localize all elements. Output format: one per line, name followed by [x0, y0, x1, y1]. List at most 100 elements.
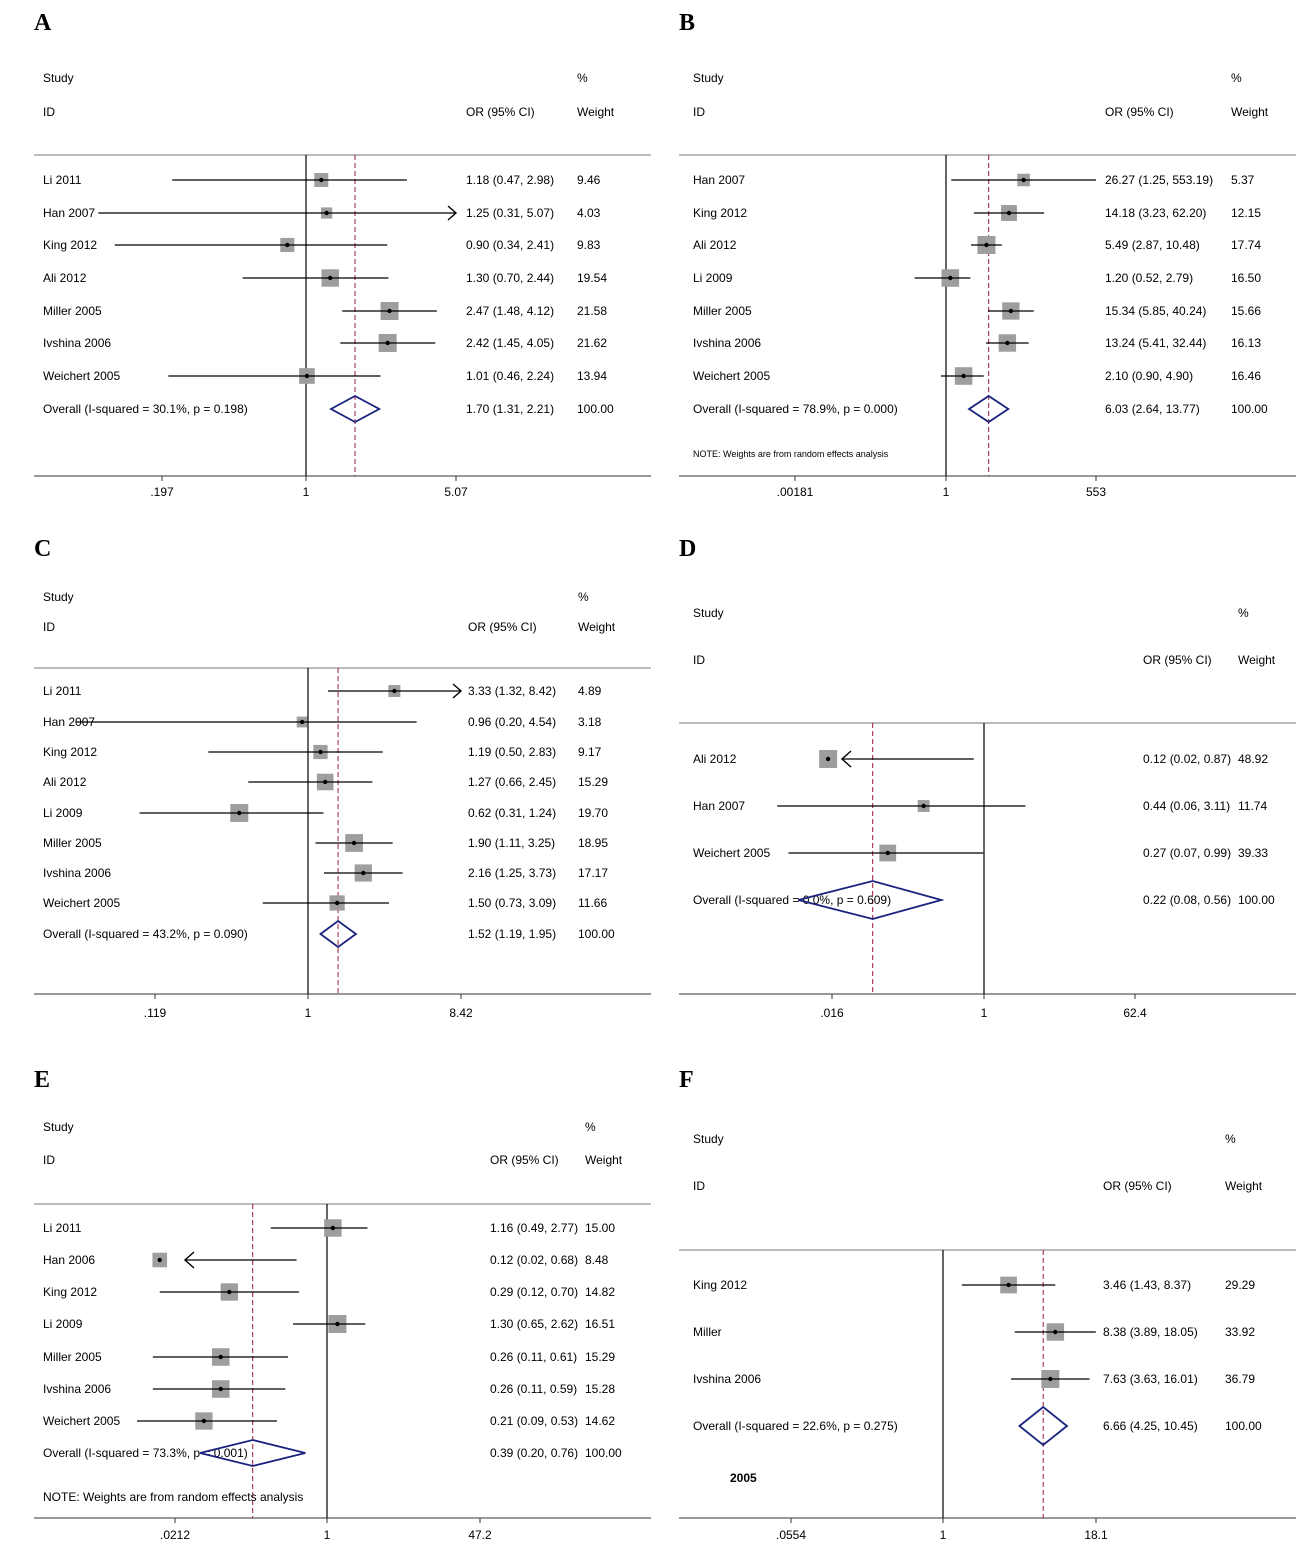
- study-weight: 21.62: [577, 336, 607, 350]
- study-row: Ali 2012 5.49 (2.87, 10.48) 17.74: [693, 236, 1261, 254]
- study-name: Ivshina 2006: [43, 866, 111, 880]
- point-estimate: [387, 308, 392, 314]
- forest-panel-a: A Study % ID OR (95% CI) Weight .197 1 5.07 Li 20…: [34, 10, 651, 499]
- header-pct: %: [577, 71, 588, 85]
- study-row: Ivshina 2006 2.42 (1.45, 4.05) 21.62: [43, 334, 607, 352]
- point-estimate: [157, 1257, 162, 1263]
- x-tick-label: 1: [943, 485, 950, 499]
- study-name: Ivshina 2006: [43, 1382, 111, 1396]
- study-row: Weichert 2005 0.27 (0.07, 0.99) 39.33: [693, 844, 1268, 862]
- study-name: Ali 2012: [43, 271, 87, 285]
- study-name: Han 2007: [43, 206, 95, 220]
- x-tick-label: 553: [1086, 485, 1106, 499]
- point-estimate: [335, 1321, 340, 1327]
- point-estimate: [1008, 308, 1014, 314]
- x-tick-label: 18.1: [1084, 1528, 1108, 1542]
- study-or-ci: 7.63 (3.63, 16.01): [1103, 1372, 1198, 1386]
- study-name: Ivshina 2006: [43, 336, 111, 350]
- study-weight: 19.70: [578, 806, 608, 820]
- x-tick-label: 1: [324, 1528, 331, 1542]
- study-row: Weichert 2005 0.21 (0.09, 0.53) 14.62: [43, 1412, 615, 1430]
- x-tick-label: .0554: [776, 1528, 806, 1542]
- study-weight: 11.74: [1238, 799, 1267, 813]
- header-id: ID: [43, 105, 55, 119]
- overall-label: Overall (I-squared = 78.9%, p = 0.000): [693, 402, 898, 416]
- study-name: Miller 2005: [693, 304, 752, 318]
- point-estimate: [218, 1386, 223, 1392]
- point-estimate: [324, 210, 329, 216]
- study-name: Weichert 2005: [693, 369, 770, 383]
- study-row: Li 2009 1.30 (0.65, 2.62) 16.51: [43, 1315, 615, 1333]
- x-tick-label: .00181: [777, 485, 814, 499]
- x-tick-label: 1: [305, 1006, 312, 1020]
- header-study: Study: [43, 1120, 74, 1134]
- study-weight: 9.83: [577, 238, 601, 252]
- study-name: King 2012: [43, 745, 97, 759]
- study-or-ci: 0.27 (0.07, 0.99): [1143, 846, 1231, 860]
- study-name: Ivshina 2006: [693, 336, 761, 350]
- plot-area: [34, 50, 651, 476]
- study-or-ci: 1.30 (0.70, 2.44): [466, 271, 554, 285]
- study-weight: 15.29: [578, 775, 608, 789]
- study-name: Han 2007: [693, 173, 745, 187]
- overall-weight: 100.00: [1238, 893, 1275, 907]
- study-or-ci: 3.46 (1.43, 8.37): [1103, 1278, 1191, 1292]
- study-or-ci: 1.27 (0.66, 2.45): [468, 775, 556, 789]
- point-estimate: [1006, 1282, 1011, 1288]
- study-name: Li 2011: [43, 1221, 82, 1235]
- study-row: Weichert 2005 1.50 (0.73, 3.09) 11.66: [43, 895, 607, 911]
- study-name: Han 2007: [693, 799, 745, 813]
- header-weight: Weight: [585, 1153, 623, 1167]
- header-study: Study: [693, 606, 724, 620]
- study-weight: 12.15: [1231, 206, 1261, 220]
- study-weight: 33.92: [1225, 1325, 1255, 1339]
- header-pct: %: [585, 1120, 596, 1134]
- plot-area: [679, 570, 1296, 994]
- study-or-ci: 5.49 (2.87, 10.48): [1105, 238, 1200, 252]
- study-name: Miller 2005: [43, 304, 102, 318]
- study-weight: 16.50: [1231, 271, 1261, 285]
- point-estimate: [334, 900, 340, 906]
- study-or-ci: 2.10 (0.90, 4.90): [1105, 369, 1193, 383]
- study-or-ci: 0.29 (0.12, 0.70): [490, 1285, 578, 1299]
- header-weight: Weight: [1238, 653, 1276, 667]
- study-or-ci: 1.90 (1.11, 3.25): [468, 836, 555, 850]
- header-id: ID: [693, 105, 705, 119]
- overall-weight: 100.00: [1225, 1419, 1262, 1433]
- study-name: Ali 2012: [43, 775, 87, 789]
- header-or-ci: OR (95% CI): [466, 105, 535, 119]
- study-row: Miller 2005 0.26 (0.11, 0.61) 15.29: [43, 1348, 615, 1366]
- point-estimate: [885, 850, 890, 856]
- point-estimate: [961, 373, 966, 379]
- study-row: Ali 2012 0.12 (0.02, 0.87) 48.92: [693, 750, 1268, 768]
- x-tick-label: .197: [150, 485, 174, 499]
- study-name: Weichert 2005: [43, 369, 120, 383]
- study-name: Han 2007: [43, 715, 95, 729]
- study-row: Ivshina 2006 2.16 (1.25, 3.73) 17.17: [43, 864, 608, 882]
- study-or-ci: 26.27 (1.25, 553.19): [1105, 173, 1213, 187]
- study-row: Ivshina 2006 13.24 (5.41, 32.44) 16.13: [693, 334, 1261, 352]
- study-row: King 2012 3.46 (1.43, 8.37) 29.29: [693, 1276, 1255, 1294]
- ci-arrow-left: [183, 1251, 195, 1269]
- x-tick-label: .016: [820, 1006, 844, 1020]
- header-pct: %: [1238, 606, 1249, 620]
- overall-weight: 100.00: [1231, 402, 1268, 416]
- forest-panel-f: F Study % ID OR (95% CI) Weight .0554 1 18.1 King…: [679, 1067, 1296, 1542]
- study-weight: 36.79: [1225, 1372, 1255, 1386]
- x-tick-label: 47.2: [468, 1528, 492, 1542]
- header-id: ID: [43, 1153, 55, 1167]
- ci-arrow-right: [452, 683, 463, 699]
- study-row: Weichert 2005 2.10 (0.90, 4.90) 16.46: [693, 367, 1261, 385]
- study-or-ci: 2.47 (1.48, 4.12): [466, 304, 554, 318]
- study-row: Li 2011 1.16 (0.49, 2.77) 15.00: [43, 1219, 615, 1237]
- point-estimate: [318, 749, 323, 755]
- overall-or-ci: 1.52 (1.19, 1.95): [468, 927, 556, 941]
- header-or-ci: OR (95% CI): [1143, 653, 1212, 667]
- weights-note: NOTE: Weights are from random effects an…: [43, 1490, 303, 1504]
- study-weight: 19.54: [577, 271, 607, 285]
- study-or-ci: 0.62 (0.31, 1.24): [468, 806, 556, 820]
- study-weight: 3.18: [578, 715, 602, 729]
- study-row: Ali 2012 1.27 (0.66, 2.45) 15.29: [43, 773, 608, 791]
- study-row: King 2012 1.19 (0.50, 2.83) 9.17: [43, 744, 602, 760]
